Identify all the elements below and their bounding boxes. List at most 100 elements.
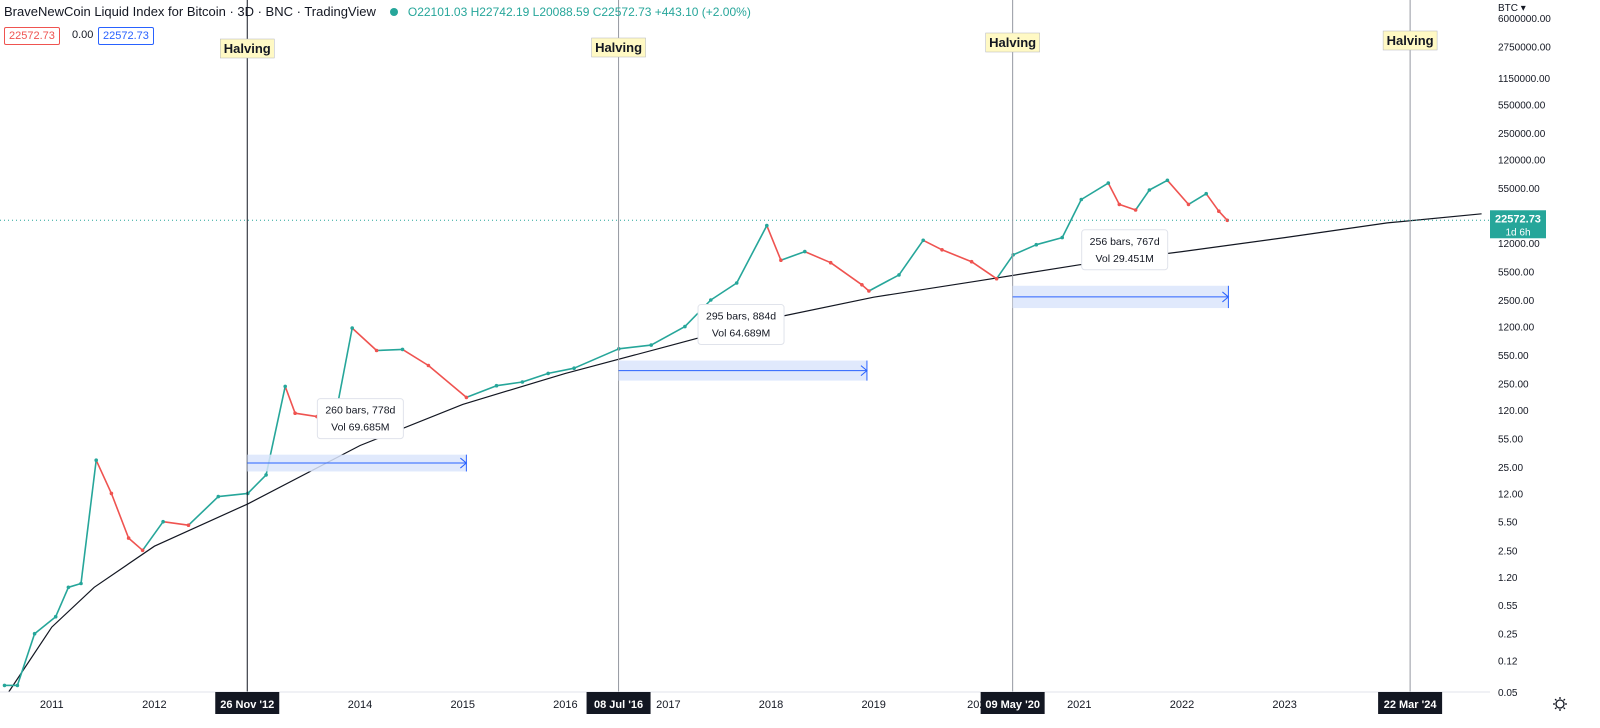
price-segment bbox=[1036, 236, 1063, 246]
gear-tooth bbox=[1563, 707, 1566, 710]
y-tick-label: 120.00 bbox=[1498, 406, 1529, 417]
price-segment bbox=[16, 633, 36, 686]
price-segment bbox=[804, 250, 832, 264]
price-point[interactable] bbox=[994, 276, 999, 281]
price-point[interactable] bbox=[803, 249, 807, 254]
price-point[interactable] bbox=[779, 258, 783, 263]
y-axis-unit[interactable]: BTC ▾ bbox=[1498, 3, 1526, 14]
price-point[interactable] bbox=[374, 348, 379, 353]
y-tick-label: 550000.00 bbox=[1498, 101, 1546, 112]
price-box-red[interactable]: 22572.73 bbox=[4, 27, 60, 45]
price-point[interactable] bbox=[649, 343, 653, 347]
price-point[interactable] bbox=[683, 324, 687, 329]
price-point[interactable] bbox=[79, 581, 83, 586]
price-point[interactable] bbox=[264, 473, 268, 477]
price-point[interactable] bbox=[464, 395, 469, 400]
price-segment bbox=[141, 521, 164, 551]
x-tick-label: 2014 bbox=[348, 699, 372, 711]
halving-date-tag bbox=[215, 692, 280, 714]
price-point[interactable] bbox=[1034, 242, 1039, 247]
price-point[interactable] bbox=[494, 383, 499, 388]
price-point[interactable] bbox=[2, 683, 7, 688]
price-point[interactable] bbox=[15, 683, 20, 688]
chart-header: BraveNewCoin Liquid Index for Bitcoin · … bbox=[4, 4, 751, 19]
price-point[interactable] bbox=[709, 298, 713, 302]
halving-date-label: 08 Jul '16 bbox=[594, 699, 643, 711]
price-segment bbox=[337, 327, 353, 403]
date-range-bars-label: 295 bars, 884d bbox=[706, 311, 776, 323]
price-point[interactable] bbox=[1060, 235, 1064, 240]
price-box-blue[interactable]: 22572.73 bbox=[98, 27, 154, 45]
price-point[interactable] bbox=[283, 384, 288, 389]
price-point[interactable] bbox=[1117, 202, 1122, 207]
price-point[interactable] bbox=[109, 491, 114, 496]
y-tick-label: 12.00 bbox=[1498, 489, 1523, 500]
price-point[interactable] bbox=[1147, 188, 1152, 192]
gear-tooth bbox=[1554, 698, 1557, 701]
price-point[interactable] bbox=[350, 326, 355, 330]
price-point[interactable] bbox=[572, 366, 576, 371]
price-point[interactable] bbox=[828, 260, 833, 265]
price-point[interactable] bbox=[921, 238, 925, 243]
price-point[interactable] bbox=[897, 273, 901, 277]
y-tick-label: 250.00 bbox=[1498, 379, 1529, 390]
x-tick-label: 2011 bbox=[40, 699, 64, 711]
price-point[interactable] bbox=[216, 494, 221, 499]
price-point[interactable] bbox=[293, 411, 297, 416]
halving-label-bg bbox=[591, 37, 646, 58]
price-point[interactable] bbox=[1204, 191, 1208, 196]
price-point[interactable] bbox=[186, 523, 191, 527]
price-segment bbox=[780, 250, 806, 261]
price-point[interactable] bbox=[969, 259, 974, 264]
gear-ring bbox=[1555, 699, 1565, 709]
price-point[interactable] bbox=[246, 491, 250, 496]
date-range-info-box bbox=[316, 398, 404, 440]
price-point[interactable] bbox=[546, 371, 550, 376]
price-point[interactable] bbox=[66, 585, 71, 590]
price-point[interactable] bbox=[1217, 209, 1221, 213]
settings-gear-icon[interactable] bbox=[1553, 697, 1567, 711]
price-segment bbox=[54, 586, 70, 618]
price-point[interactable] bbox=[126, 536, 131, 540]
price-point[interactable] bbox=[1186, 202, 1191, 207]
price-point[interactable] bbox=[860, 283, 864, 287]
price-point[interactable] bbox=[400, 347, 405, 352]
price-segment bbox=[218, 492, 248, 498]
price-segment bbox=[618, 344, 652, 350]
price-segment bbox=[34, 616, 57, 635]
y-tick-label: 6000000.00 bbox=[1498, 14, 1551, 25]
halving-layer: Halving Halving Halving Halving bbox=[220, 0, 1438, 692]
price-point[interactable] bbox=[1106, 181, 1111, 185]
halving-date-label: 09 May '20 bbox=[985, 699, 1040, 711]
price-point[interactable] bbox=[734, 281, 739, 285]
market-status-icon bbox=[389, 7, 398, 16]
price-point[interactable] bbox=[1011, 253, 1015, 257]
date-range-bars-label: 260 bars, 778d bbox=[325, 405, 395, 417]
halving-label-bg bbox=[1382, 30, 1438, 51]
price-point[interactable] bbox=[426, 363, 431, 368]
trend-curve[interactable] bbox=[8, 213, 1482, 693]
price-point[interactable] bbox=[161, 519, 165, 524]
price-segment bbox=[402, 348, 429, 367]
y-tick-label: 250000.00 bbox=[1498, 129, 1546, 140]
price-segment bbox=[294, 412, 318, 418]
price-point[interactable] bbox=[520, 380, 525, 384]
price-point[interactable] bbox=[1225, 218, 1230, 223]
trend-curve-layer bbox=[8, 213, 1482, 693]
price-point[interactable] bbox=[140, 548, 145, 553]
halving-date-tag bbox=[1378, 692, 1443, 714]
price-point[interactable] bbox=[32, 631, 37, 636]
price-segment bbox=[95, 459, 113, 494]
price-point[interactable] bbox=[867, 289, 871, 293]
price-point[interactable] bbox=[1079, 197, 1084, 202]
price-point[interactable] bbox=[765, 223, 769, 228]
price-segment bbox=[162, 520, 189, 526]
price-point[interactable] bbox=[53, 614, 58, 619]
price-point[interactable] bbox=[1165, 178, 1170, 183]
price-point[interactable] bbox=[1133, 208, 1138, 212]
price-segment bbox=[1080, 182, 1109, 201]
price-point[interactable] bbox=[94, 458, 98, 463]
chart-title: BraveNewCoin Liquid Index for Bitcoin · … bbox=[4, 4, 376, 19]
price-point[interactable] bbox=[940, 248, 944, 252]
